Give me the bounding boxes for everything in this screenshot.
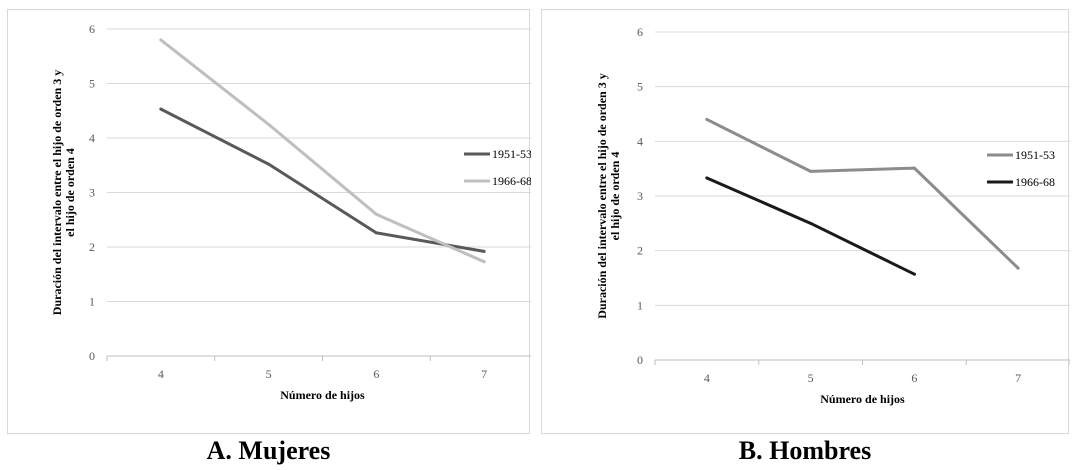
legend-label: 1966-68 xyxy=(492,174,531,188)
y-axis-title-line2: el hijo de orden 4 xyxy=(608,152,622,241)
data-point xyxy=(912,166,916,170)
legend-label: 1966-68 xyxy=(1015,175,1055,189)
data-point xyxy=(374,212,378,216)
data-point xyxy=(159,38,163,42)
y-axis-title-line1: Duración del intervalo entre el hijo de … xyxy=(50,70,64,315)
y-axis-title: Duración del intervalo entre el hijo de … xyxy=(50,70,77,315)
x-tick-label: 5 xyxy=(808,371,814,385)
y-tick-label: 5 xyxy=(89,77,95,91)
x-tick-label: 4 xyxy=(158,367,164,381)
x-tick-label: 4 xyxy=(704,371,710,385)
y-tick-label: 2 xyxy=(89,240,95,254)
x-tick-label: 7 xyxy=(481,367,487,381)
x-axis-title: Número de hijos xyxy=(280,388,365,402)
chart-mujeres: 0 1 2 3 4 5 6 4 5 6 7 Número de hijos Duración del i… xyxy=(50,22,531,402)
chart-panel-mujeres: 0 1 2 3 4 5 6 4 5 6 7 Número de hijos Duración del i… xyxy=(7,9,531,434)
data-point xyxy=(1016,266,1020,270)
caption-hombres: B. Hombres xyxy=(738,436,872,465)
y-tick-label: 2 xyxy=(637,244,643,258)
series-line-1966-68 xyxy=(705,176,916,276)
chart-panel-hombres: 0 1 2 3 4 5 6 4 5 6 7 Número de hijos Duración del i… xyxy=(541,9,1070,434)
y-tick-label: 0 xyxy=(637,353,643,367)
legend-label: 1951-53 xyxy=(492,147,531,161)
y-tick-label: 0 xyxy=(89,349,95,363)
series-line-1951-53 xyxy=(705,117,1020,270)
y-tick-label: 4 xyxy=(89,131,95,145)
data-point xyxy=(267,162,271,166)
y-tick-label: 3 xyxy=(89,186,95,200)
x-axis-title: Número de hijos xyxy=(820,392,905,406)
data-point xyxy=(374,231,378,235)
y-tick-label: 3 xyxy=(637,189,643,203)
y-tick-label: 5 xyxy=(637,80,643,94)
chart-hombres: 0 1 2 3 4 5 6 4 5 6 7 Número de hijos Duración del i… xyxy=(595,25,1070,406)
data-point xyxy=(912,272,916,276)
data-point xyxy=(705,176,709,180)
data-point xyxy=(482,260,486,264)
y-tick-label: 1 xyxy=(89,295,95,309)
y-axis-title: Duración del intervalo entre el hijo de … xyxy=(595,73,622,318)
series-line-1951-53 xyxy=(159,107,486,253)
y-tick-label: 1 xyxy=(637,298,643,312)
series-line-1966-68 xyxy=(159,38,486,264)
data-point xyxy=(809,221,813,225)
y-tick-label: 4 xyxy=(637,134,643,148)
x-tick-label: 7 xyxy=(1015,371,1021,385)
x-tick-label: 6 xyxy=(911,371,917,385)
caption-mujeres: A. Mujeres xyxy=(206,436,331,465)
data-point xyxy=(267,122,271,126)
data-point xyxy=(159,107,163,111)
x-tick-label: 6 xyxy=(373,367,379,381)
x-tick-label: 5 xyxy=(266,367,272,381)
y-tick-label: 6 xyxy=(89,22,95,36)
y-axis-title-line1: Duración del intervalo entre el hijo de … xyxy=(595,73,609,318)
data-point xyxy=(705,117,709,121)
data-point xyxy=(482,249,486,253)
data-point xyxy=(809,169,813,173)
y-axis-title-line2: el hijo de orden 4 xyxy=(63,148,77,237)
y-tick-label: 6 xyxy=(637,25,643,39)
legend-label: 1951-53 xyxy=(1015,148,1055,162)
